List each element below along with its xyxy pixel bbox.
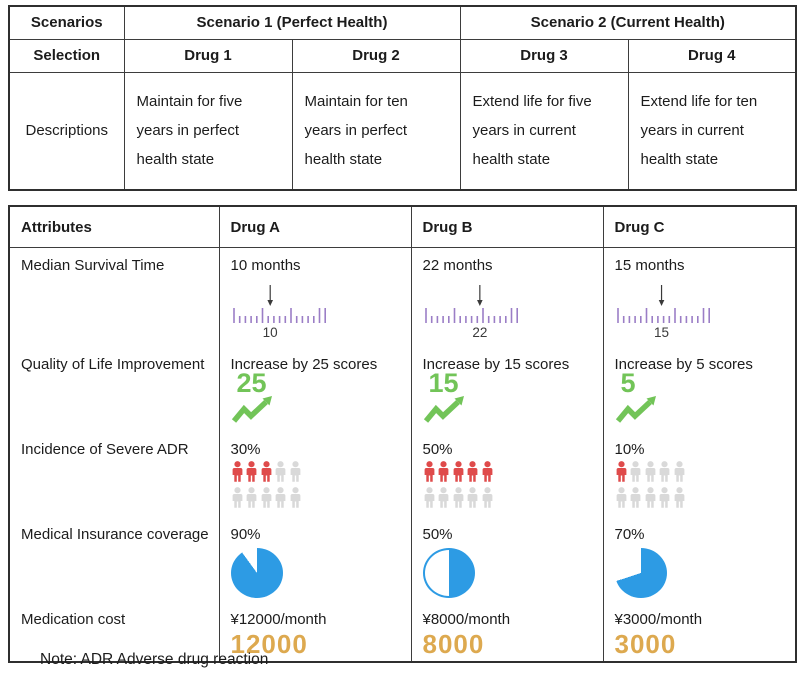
insurance-drug-c-cell: 70% [603,517,796,602]
cost-drug-a-value: ¥12000/month [230,611,327,628]
trend-up-icon: 5 [615,370,788,428]
insurance-drug-b-value: 50% [422,526,453,543]
adr-label: Incidence of Severe ADR [9,432,220,517]
adr-drug-c-value: 10% [614,441,645,458]
drug-2-description: Maintain for ten years in perfect health… [291,71,461,191]
qol-drug-a-cell: Increase by 25 scores 25 [219,347,412,432]
adr-drug-a-value: 30% [230,441,261,458]
adr-drug-b-value: 50% [422,441,453,458]
people-pictogram-icon [423,461,595,508]
insurance-row: Medical Insurance coverage 90% 50% 70% [9,517,796,602]
cost-drug-c-cell: ¥3000/month 3000 [603,602,796,662]
svg-text:22: 22 [472,325,487,339]
ruler-icon: 10 [231,277,403,343]
quality-of-life-row: Quality of Life Improvement Increase by … [9,347,796,432]
survival-drug-b-cell: 22 months 22 [411,247,604,347]
drug-4-header: Drug 4 [627,38,797,73]
insurance-drug-c-value: 70% [614,526,645,543]
median-survival-row: Median Survival Time 10 months 10 22 mon… [9,247,796,348]
attributes-header: Attributes [9,206,220,248]
pie-chart-icon [230,548,403,598]
people-pictogram-icon [615,461,788,508]
adr-row: Incidence of Severe ADR 30% [9,432,796,517]
drug-4-description: Extend life for ten years in current hea… [627,71,797,191]
insurance-drug-b-cell: 50% [411,517,604,602]
drug-3-header: Drug 3 [459,38,629,73]
survival-drug-a-cell: 10 months 10 [219,247,412,347]
scenario-header-row: Scenarios Scenario 1 (Perfect Health) Sc… [8,5,797,40]
drug-3-description: Extend life for five years in current he… [459,71,629,191]
drug-a-header: Drug A [219,206,412,248]
selection-row: Selection Drug 1 Drug 2 Drug 3 Drug 4 [8,38,797,73]
drug-2-header: Drug 2 [291,38,461,73]
cost-figure-icon: 12000 [230,629,308,659]
footnote: Note: ADR Adverse drug reaction [40,651,269,668]
qol-drug-b-cell: Increase by 15 scores 15 [411,347,604,432]
scenario-2-header: Scenario 2 (Current Health) [459,5,797,40]
pie-chart-icon [422,548,595,598]
cost-drug-b-cell: ¥8000/month 8000 [411,602,604,662]
survival-drug-a-value: 10 months [230,257,301,274]
insurance-drug-a-cell: 90% [219,517,412,602]
trend-up-icon: 15 [423,370,595,428]
scenario-1-header: Scenario 1 (Perfect Health) [123,5,461,40]
qol-drug-c-value: Increase by 5 scores [614,356,753,373]
attribute-header-row: Attributes Drug A Drug B Drug C [9,206,796,248]
cost-figure-icon: 3000 [614,629,677,659]
cost-drug-b-value: ¥8000/month [422,611,511,628]
insurance-label: Medical Insurance coverage [9,517,220,602]
people-pictogram-icon [231,461,403,508]
quality-of-life-label: Quality of Life Improvement [9,347,220,432]
pie-chart-icon [614,548,788,598]
ruler-icon: 15 [615,277,788,343]
adr-drug-b-cell: 50% [411,432,604,517]
cost-row: Medication cost ¥12000/month 12000 ¥8000… [9,602,796,662]
attribute-table: Attributes Drug A Drug B Drug C Median S… [8,205,797,663]
insurance-drug-a-value: 90% [230,526,261,543]
qol-drug-c-cell: Increase by 5 scores 5 [603,347,796,432]
svg-text:15: 15 [654,325,669,339]
drug-1-description: Maintain for five years in perfect healt… [123,71,293,191]
ruler-icon: 22 [423,277,595,343]
cost-drug-a-cell: ¥12000/month 12000 [219,602,412,662]
drug-b-header: Drug B [411,206,604,248]
selection-label: Selection [8,38,125,73]
cost-figure-icon: 8000 [422,629,485,659]
cost-drug-c-value: ¥3000/month [614,611,703,628]
descriptions-label: Descriptions [8,71,125,191]
adr-drug-a-cell: 30% [219,432,412,517]
cost-label: Medication cost [9,602,220,662]
qol-drug-a-value: Increase by 25 scores [230,356,378,373]
trend-up-icon: 25 [231,370,403,428]
drug-c-header: Drug C [603,206,796,248]
adr-drug-c-cell: 10% [603,432,796,517]
survival-drug-b-value: 22 months [422,257,493,274]
survival-drug-c-cell: 15 months 15 [603,248,796,348]
scenario-table: Scenarios Scenario 1 (Perfect Health) Sc… [8,5,797,191]
descriptions-row: Descriptions Maintain for five years in … [8,71,797,191]
qol-drug-b-value: Increase by 15 scores [422,356,570,373]
median-survival-label: Median Survival Time [9,247,220,347]
svg-text:10: 10 [262,325,277,339]
drug-1-header: Drug 1 [123,38,293,73]
survival-drug-c-value: 15 months [614,257,685,274]
scenarios-corner-label: Scenarios [8,5,125,40]
